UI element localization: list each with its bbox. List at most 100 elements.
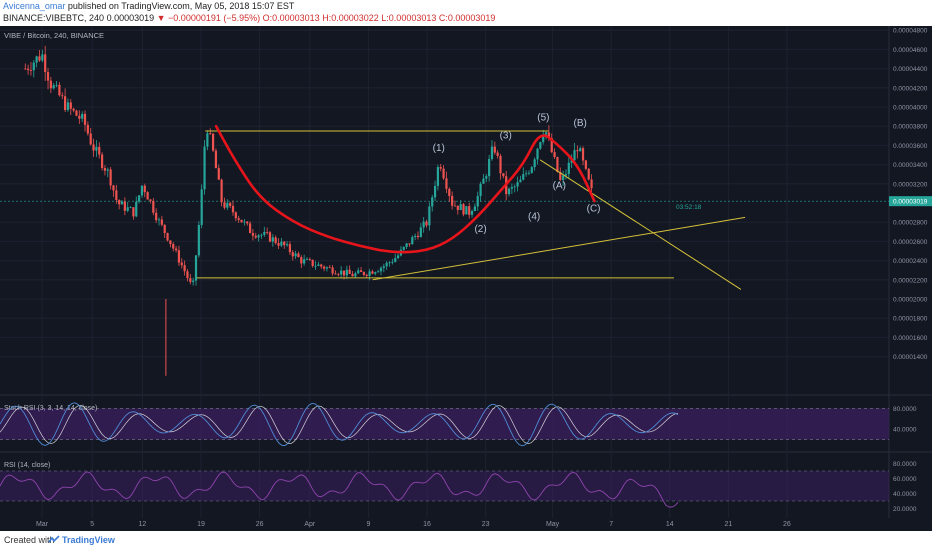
rsi-tick-label: 20.0000 [893,506,917,513]
candle-body [120,201,124,205]
candle-body [194,255,198,281]
rsi-title: RSI (14, close) [4,462,50,469]
candle-body [52,85,55,89]
candle-body [41,54,44,61]
candle-body [81,113,84,119]
candle-body [448,188,451,196]
candle-body [44,54,47,73]
last-price: 0.00003019 [106,13,155,23]
y-tick-label: 0.00003800 [893,124,928,131]
candle-body [322,266,326,269]
symbol-label: BINANCE:VIBEBTC, 240 [3,13,105,23]
stoch-tick-label: 40.0000 [893,427,917,434]
candle-body [576,150,579,152]
last-price-tag [889,196,932,207]
candle-body [451,195,454,206]
x-tick-label: 16 [423,521,431,528]
candle-body [519,179,522,183]
candle-body [359,270,363,272]
candle-body [442,168,445,179]
candle-body [394,258,397,262]
candle-body [317,264,320,266]
stoch-title: Stoch RSI (3, 3, 14, 14, close) [4,405,97,412]
candle-body [357,270,360,274]
candle-body [525,173,528,175]
y-tick-label: 0.00004800 [893,28,928,35]
wave-label: (5) [537,112,549,123]
candle-body [297,253,300,258]
candle-body [493,146,496,153]
wave-label: (3) [500,131,512,142]
candle-body [473,206,476,212]
candle-body [174,248,178,251]
candle-body [533,159,536,168]
candle-body [257,235,260,238]
candle-body [470,211,474,215]
chart-title: VIBE / Bitcoin, 240, BINANCE [4,31,104,40]
candle-body [234,212,237,219]
candle-body [291,252,294,257]
candle-body [146,192,149,200]
candle-body [562,175,565,180]
candle-body [177,250,181,263]
price-chart[interactable]: Mar 5 12 19 26 Apr 9 16 23 May 7 14 21 26 0.00004800 0.… [0,26,932,531]
tradingview-brand[interactable]: TradingView [62,535,115,545]
author-link[interactable]: Avicenna_omar [3,1,66,11]
candle-body [379,267,383,272]
candle-body [527,172,531,174]
candle-body [499,155,502,174]
candle-body [27,68,30,71]
y-tick-label: 0.00003600 [893,143,928,150]
tradingview-logo-icon [48,535,60,543]
candle-body [92,144,95,151]
candle-body [248,223,252,234]
candle-body [231,205,235,213]
candle-body [411,237,414,245]
candle-body [203,146,206,190]
x-tick-label: 7 [609,521,613,528]
candle-body [214,150,218,169]
candle-body [98,146,101,155]
candle-body [135,201,138,217]
x-tick-label: 26 [783,521,791,528]
candle-body [72,108,75,111]
candle-body [436,167,440,186]
candle-body [109,169,112,186]
candle-body [590,179,593,189]
x-tick-label: Apr [304,521,316,528]
candle-body [300,257,303,264]
candle-body [328,267,331,269]
candle-body [24,68,27,70]
rsi-line [0,471,679,508]
candle-body [468,206,471,215]
stoch-k-line [0,402,679,447]
candle-body [200,189,203,225]
candle-body [419,227,422,238]
candle-body [513,186,516,188]
candle-body [428,206,431,226]
candle-body [522,174,525,180]
candle-body [408,243,411,245]
candle-body [308,259,311,260]
candle-body [584,160,587,169]
candle-body [271,237,274,242]
candle-body [254,235,257,238]
candle-body [246,221,249,224]
candle-body [459,204,462,211]
candle-body [243,221,246,223]
candle-body [266,231,269,233]
candle-body [38,56,41,61]
candle-body [550,138,553,153]
x-tick-label: 23 [482,521,490,528]
y-tick-label: 0.00002200 [893,277,928,284]
candle-body [368,271,371,276]
rsi-band [0,471,889,501]
candle-body [143,185,146,193]
candle-body [285,244,289,246]
candle-body [149,199,152,201]
ohlc-line: BINANCE:VIBEBTC, 240 0.00003019 ▼ −0.000… [3,13,495,23]
low-value: L:0.00003013 [381,13,437,23]
created-with-text: Created with [4,535,55,545]
candle-body [137,195,141,202]
candle-body [337,274,340,276]
